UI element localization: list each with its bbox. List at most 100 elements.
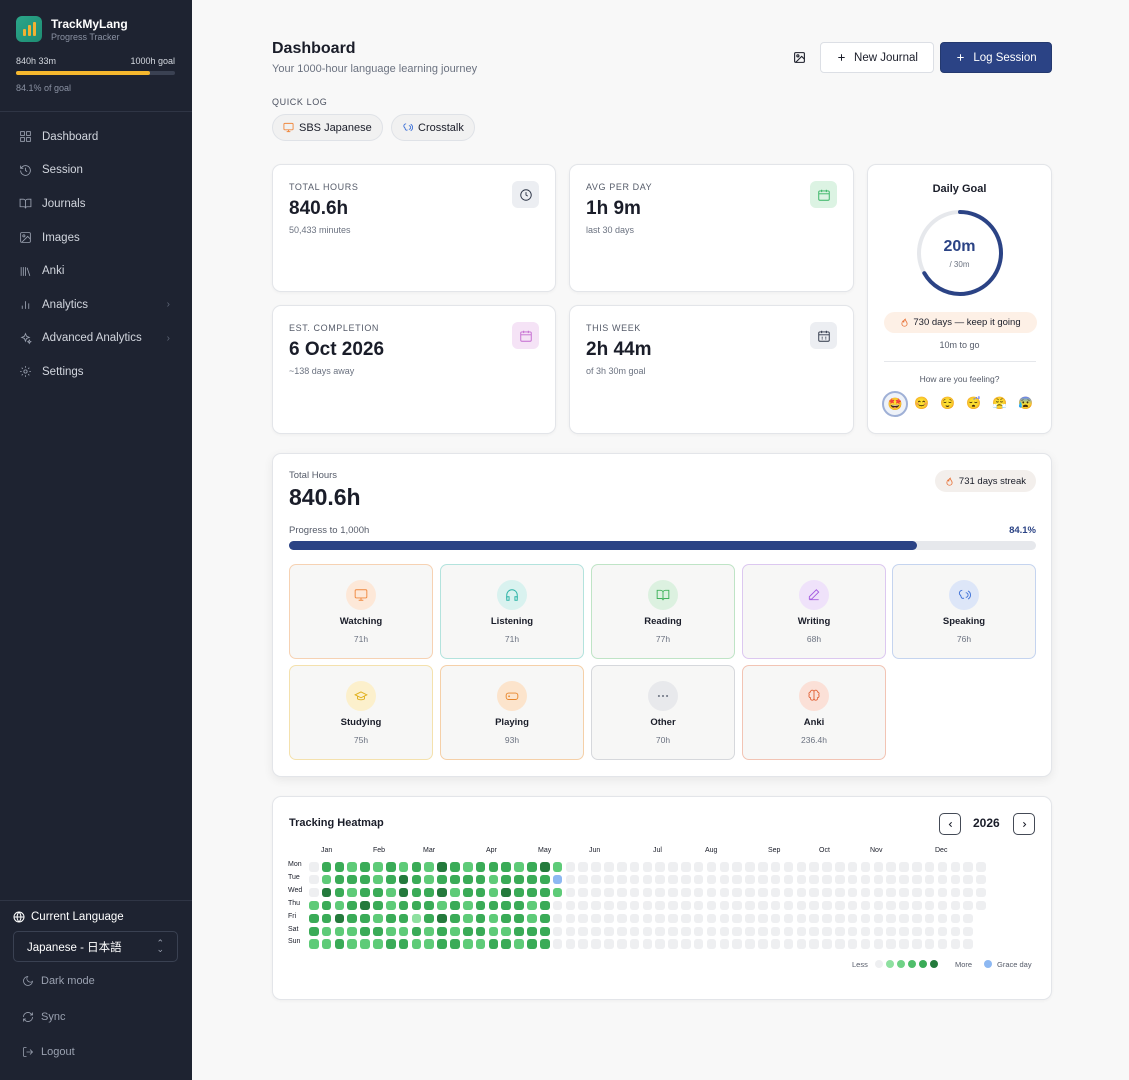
heatmap-cell[interactable]: [963, 939, 973, 949]
heatmap-cell[interactable]: [886, 862, 896, 872]
heatmap-cell[interactable]: [373, 939, 383, 949]
heatmap-cell[interactable]: [719, 926, 730, 937]
heatmap-cell[interactable]: [783, 913, 794, 924]
heatmap-cell[interactable]: [514, 900, 524, 911]
heatmap-cell[interactable]: [629, 939, 640, 949]
heatmap-cell[interactable]: [437, 926, 447, 937]
heatmap-cell[interactable]: [514, 874, 524, 885]
heatmap-cell[interactable]: [334, 926, 345, 937]
heatmap-cell[interactable]: [514, 939, 524, 949]
heatmap-cell[interactable]: [899, 913, 909, 924]
category-tile-anki[interactable]: Anki 236.4h: [742, 665, 886, 760]
sidebar-item-settings[interactable]: Settings: [10, 355, 182, 389]
heatmap-cell[interactable]: [668, 862, 678, 872]
heatmap-cell[interactable]: [514, 862, 524, 872]
heatmap-cell[interactable]: [462, 913, 473, 924]
heatmap-cell[interactable]: [321, 939, 332, 949]
sidebar-item-journals[interactable]: Journals: [10, 187, 182, 221]
heatmap-cell[interactable]: [411, 939, 422, 949]
heatmap-cell[interactable]: [475, 887, 486, 898]
heatmap-cell[interactable]: [309, 913, 319, 924]
heatmap-cell[interactable]: [835, 874, 845, 885]
heatmap-cell[interactable]: [347, 874, 358, 885]
heatmap-cell[interactable]: [668, 913, 678, 924]
heatmap-cell[interactable]: [886, 939, 896, 949]
heatmap-cell[interactable]: [693, 874, 704, 885]
heatmap-cell[interactable]: [360, 926, 370, 937]
heatmap-cell[interactable]: [411, 887, 422, 898]
heatmap-cell[interactable]: [321, 887, 332, 898]
heatmap-cell[interactable]: [347, 913, 358, 924]
heatmap-cell[interactable]: [437, 900, 447, 911]
heatmap-cell[interactable]: [398, 887, 409, 898]
heatmap-cell[interactable]: [373, 887, 383, 898]
heatmap-cell[interactable]: [629, 913, 640, 924]
language-select[interactable]: Japanese - 日本語 ⌃ ⌄: [13, 931, 178, 962]
heatmap-cell[interactable]: [424, 913, 435, 924]
heatmap-cell[interactable]: [719, 913, 730, 924]
heatmap-cell[interactable]: [437, 874, 447, 885]
sidebar-item-images[interactable]: Images: [10, 221, 182, 255]
heatmap-cell[interactable]: [501, 900, 512, 911]
heatmap-cell[interactable]: [604, 887, 614, 898]
heatmap-cell[interactable]: [976, 900, 986, 911]
heatmap-cell[interactable]: [552, 900, 563, 911]
heatmap-cell[interactable]: [693, 900, 704, 911]
heatmap-cell[interactable]: [552, 862, 563, 872]
heatmap-cell[interactable]: [539, 900, 550, 911]
heatmap-cell[interactable]: [963, 913, 973, 924]
heatmap-cell[interactable]: [770, 874, 781, 885]
heatmap-cell[interactable]: [604, 900, 614, 911]
heatmap-cell[interactable]: [912, 913, 922, 924]
heatmap-cell[interactable]: [847, 926, 858, 937]
heatmap-cell[interactable]: [527, 862, 537, 872]
heatmap-cell[interactable]: [873, 926, 884, 937]
heatmap-cell[interactable]: [475, 939, 486, 949]
mood-option[interactable]: 😰: [1018, 395, 1033, 410]
heatmap-cell[interactable]: [912, 900, 922, 911]
heatmap-cell[interactable]: [398, 926, 409, 937]
heatmap-cell[interactable]: [886, 926, 896, 937]
heatmap-cell[interactable]: [411, 913, 422, 924]
heatmap-cell[interactable]: [321, 862, 332, 872]
heatmap-cell[interactable]: [462, 939, 473, 949]
mood-option[interactable]: 🤩: [882, 391, 908, 417]
heatmap-cell[interactable]: [591, 874, 601, 885]
heatmap-cell[interactable]: [732, 913, 742, 924]
heatmap-cell[interactable]: [565, 874, 576, 885]
heatmap-cell[interactable]: [732, 939, 742, 949]
heatmap-cell[interactable]: [655, 913, 665, 924]
category-tile-listening[interactable]: Listening 71h: [440, 564, 584, 659]
heatmap-cell[interactable]: [629, 926, 640, 937]
heatmap-cell[interactable]: [693, 862, 704, 872]
heatmap-cell[interactable]: [604, 913, 614, 924]
heatmap-cell[interactable]: [758, 926, 768, 937]
heatmap-cell[interactable]: [321, 926, 332, 937]
heatmap-cell[interactable]: [899, 887, 909, 898]
heatmap-cell[interactable]: [539, 874, 550, 885]
heatmap-cell[interactable]: [373, 913, 383, 924]
heatmap-cell[interactable]: [501, 887, 512, 898]
heatmap-cell[interactable]: [462, 926, 473, 937]
heatmap-cell[interactable]: [309, 939, 319, 949]
heatmap-cell[interactable]: [706, 862, 717, 872]
heatmap-cell[interactable]: [719, 874, 730, 885]
heatmap-cell[interactable]: [809, 862, 819, 872]
heatmap-cell[interactable]: [642, 900, 653, 911]
heatmap-cell[interactable]: [450, 874, 460, 885]
heatmap-cell[interactable]: [616, 939, 627, 949]
heatmap-cell[interactable]: [886, 913, 896, 924]
heatmap-cell[interactable]: [347, 939, 358, 949]
heatmap-cell[interactable]: [591, 939, 601, 949]
heatmap-cell[interactable]: [539, 913, 550, 924]
heatmap-cell[interactable]: [475, 900, 486, 911]
heatmap-cell[interactable]: [385, 926, 396, 937]
heatmap-cell[interactable]: [642, 926, 653, 937]
sidebar-item-analytics[interactable]: Analytics ›: [10, 288, 182, 322]
heatmap-cell[interactable]: [950, 887, 961, 898]
heatmap-cell[interactable]: [616, 926, 627, 937]
heatmap-cell[interactable]: [591, 887, 601, 898]
heatmap-cell[interactable]: [873, 887, 884, 898]
heatmap-cell[interactable]: [668, 900, 678, 911]
heatmap-cell[interactable]: [860, 887, 871, 898]
